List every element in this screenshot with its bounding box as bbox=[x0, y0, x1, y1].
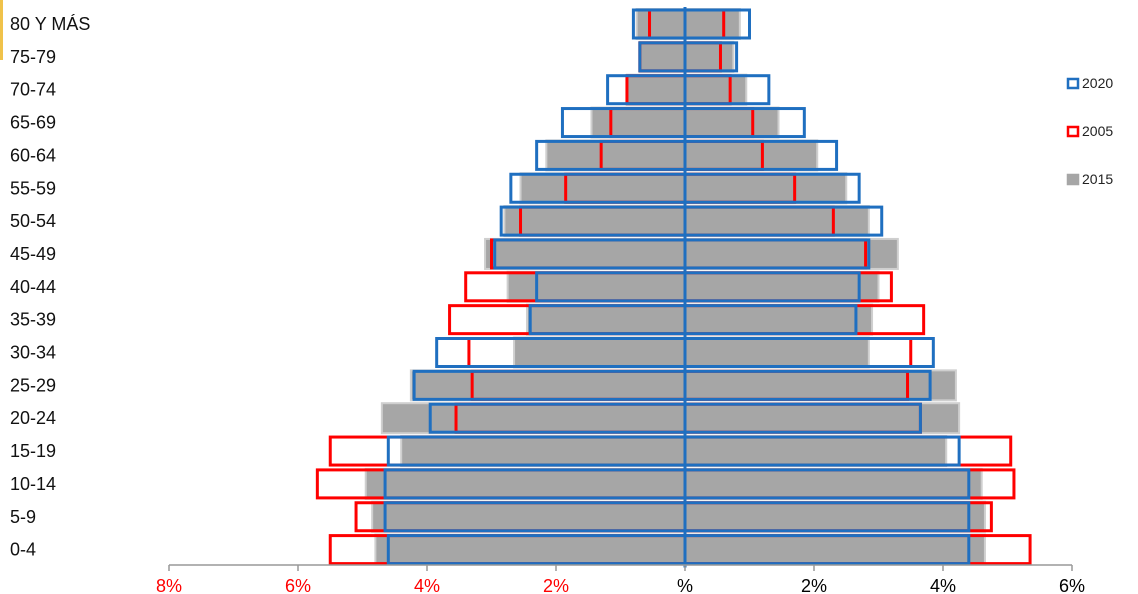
bar-2015-right bbox=[684, 106, 780, 139]
x-tick-label: 8% bbox=[156, 576, 182, 594]
bar-2015-right bbox=[684, 369, 957, 402]
bar-2015-right bbox=[684, 73, 748, 106]
bar-2015-left bbox=[513, 336, 687, 369]
category-label: 20-24 bbox=[10, 408, 56, 428]
category-label: 10-14 bbox=[10, 474, 56, 494]
bar-2015-left bbox=[635, 8, 686, 40]
category-label: 55-59 bbox=[10, 178, 56, 198]
bar-2015-left bbox=[503, 205, 686, 238]
bar-2015-left bbox=[374, 533, 686, 566]
category-label: 80 Y MÁS bbox=[10, 14, 90, 34]
x-tick-label: 2% bbox=[543, 576, 569, 594]
bar-2015-right bbox=[684, 139, 819, 172]
legend-swatch-2020 bbox=[1066, 77, 1080, 90]
bar-2015-right bbox=[684, 500, 986, 533]
category-label: 35-39 bbox=[10, 310, 56, 330]
category-label: 70-74 bbox=[10, 80, 56, 100]
legend-label-2020: 2020 bbox=[1082, 75, 1113, 91]
category-label: 50-54 bbox=[10, 211, 56, 231]
category-label: 60-64 bbox=[10, 145, 56, 165]
bar-2015-right bbox=[684, 467, 983, 500]
bar-2015-right bbox=[684, 205, 870, 238]
category-label: 45-49 bbox=[10, 244, 56, 264]
legend-swatch-2005 bbox=[1066, 125, 1080, 138]
category-label: 25-29 bbox=[10, 375, 56, 395]
bar-2015-right bbox=[684, 172, 848, 205]
left-edge-accent bbox=[0, 0, 3, 60]
category-label: 30-34 bbox=[10, 343, 56, 363]
legend-swatch-2015 bbox=[1066, 173, 1080, 186]
bar-2015-left bbox=[380, 402, 686, 435]
bar-2015-left bbox=[519, 172, 687, 205]
bar-2015-right bbox=[684, 270, 880, 303]
bar-2015-right bbox=[684, 533, 986, 566]
bar-2015-left bbox=[400, 435, 686, 468]
bar-2015-left bbox=[371, 500, 686, 533]
bar-2015-right bbox=[684, 435, 948, 468]
category-label: 65-69 bbox=[10, 113, 56, 133]
category-label: 0-4 bbox=[10, 540, 36, 560]
bar-2015-right bbox=[684, 303, 874, 336]
x-tick-label: 4% bbox=[414, 576, 440, 594]
category-label: 75-79 bbox=[10, 47, 56, 67]
bar-2015-left bbox=[484, 237, 686, 270]
bar-2015-left bbox=[506, 270, 686, 303]
bar-2015-left bbox=[638, 40, 686, 73]
category-label: 40-44 bbox=[10, 277, 56, 297]
bar-2015-left bbox=[409, 369, 686, 402]
x-tick-label: 2% bbox=[801, 576, 827, 594]
x-tick-label: 6% bbox=[285, 576, 311, 594]
x-tick-label: % bbox=[677, 576, 693, 594]
bar-2015-left bbox=[525, 303, 686, 336]
bar-2015-right bbox=[684, 402, 961, 435]
legend-label-2005: 2005 bbox=[1082, 123, 1113, 139]
bar-2015-right bbox=[684, 40, 735, 73]
bar-2015-left bbox=[590, 106, 686, 139]
bar-2015-right bbox=[684, 8, 741, 40]
category-label: 15-19 bbox=[10, 441, 56, 461]
bar-2015-left bbox=[625, 73, 687, 106]
bar-2015-left bbox=[545, 139, 687, 172]
bar-2015-left bbox=[364, 467, 686, 500]
bar-2015-right bbox=[684, 336, 870, 369]
x-tick-label: 6% bbox=[1059, 576, 1085, 594]
x-tick-label: 4% bbox=[930, 576, 956, 594]
legend-label-2015: 2015 bbox=[1082, 171, 1113, 187]
category-label: 5-9 bbox=[10, 507, 36, 527]
